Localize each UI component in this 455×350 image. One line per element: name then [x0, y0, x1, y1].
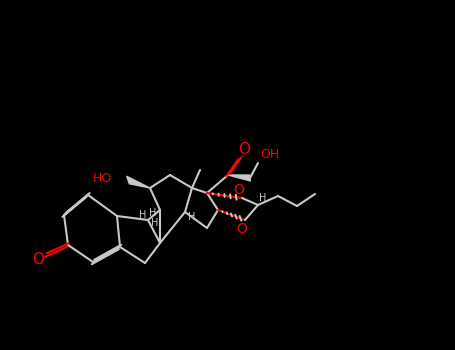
Text: H: H	[149, 208, 157, 218]
Text: H: H	[152, 218, 159, 228]
Text: O: O	[238, 141, 250, 156]
Polygon shape	[228, 175, 250, 181]
Text: O: O	[237, 222, 248, 236]
Text: H: H	[259, 193, 267, 203]
Text: O: O	[233, 183, 244, 197]
Text: HO: HO	[93, 173, 112, 186]
Text: O: O	[32, 252, 44, 267]
Polygon shape	[126, 176, 150, 188]
Text: H: H	[188, 212, 196, 222]
Text: H: H	[139, 210, 147, 220]
Text: OH: OH	[260, 148, 279, 161]
